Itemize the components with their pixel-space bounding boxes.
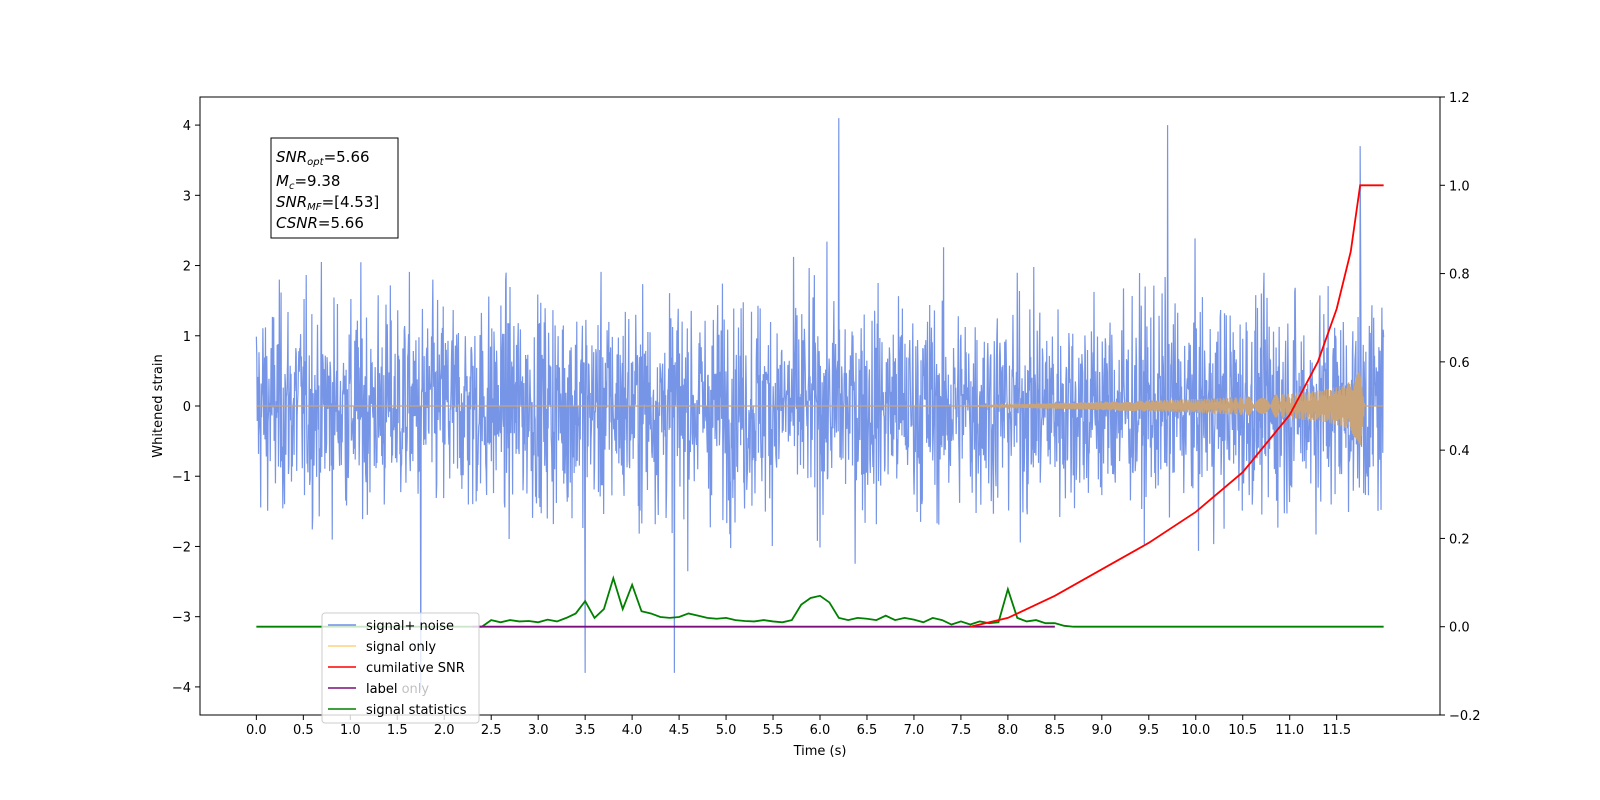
x-tick-label: 8.0 <box>998 723 1019 738</box>
x-tick-label: 3.0 <box>528 723 549 738</box>
x-tick-label: 10.0 <box>1181 723 1210 738</box>
stats-box: SNRopt=5.66 Mc=9.38 SNRMF=[4.53] CSNR=5.… <box>270 137 399 239</box>
legend-label-label-only: label only <box>366 682 429 697</box>
x-tick-label: 8.5 <box>1045 723 1066 738</box>
y-tick-label: −3 <box>172 611 191 626</box>
y-tick-label: 0 <box>183 400 191 415</box>
y-tick-label: 1 <box>183 330 191 345</box>
x-axis-label: Time (s) <box>793 744 847 759</box>
x-tick-label: 5.5 <box>763 723 784 738</box>
y-tick-label: 4 <box>183 119 191 134</box>
legend-label-signal-only: signal only <box>366 640 436 655</box>
x-tick-label: 10.5 <box>1228 723 1257 738</box>
legend: signal+ noise signal only cumilative SNR… <box>321 612 480 724</box>
x-tick-label: 1.5 <box>387 723 408 738</box>
legend-label-label: label <box>366 682 397 697</box>
y2-tick-label: 0.4 <box>1449 444 1470 459</box>
x-tick-label: 5.0 <box>716 723 737 738</box>
legend-label-signal-statistics: signal statistics <box>366 703 467 718</box>
stat-csnr: CSNR=5.66 <box>276 214 364 232</box>
x-tick-label: 1.0 <box>340 723 361 738</box>
y2-tick-label: −0.2 <box>1449 709 1481 724</box>
stat-snr-mf: SNRMF=[4.53] <box>276 193 379 213</box>
series-cumulative-snr <box>970 184 1384 628</box>
stat-snr-opt: SNRopt=5.66 <box>276 148 370 168</box>
y-axis-label: Whitened strain <box>151 354 166 457</box>
y-tick-label: 3 <box>183 189 191 204</box>
axes-layer: 0.0 0.5 1.0 1.5 2.0 2.5 3.0 3.5 4.0 4.5 5.0 5.5 6.0 6… <box>172 91 1481 738</box>
series-signal-only <box>256 371 1384 445</box>
y2-tick-label: 0.2 <box>1449 532 1470 547</box>
y-tick-label: −2 <box>172 540 191 555</box>
x-tick-label: 6.0 <box>810 723 831 738</box>
x-tick-label: 2.5 <box>481 723 502 738</box>
x-tick-label: 2.0 <box>434 723 455 738</box>
x-tick-label: 4.0 <box>622 723 643 738</box>
x-tick-label: 0.0 <box>246 723 267 738</box>
y-tick-label: −4 <box>172 681 191 696</box>
y2-tick-label: 0.6 <box>1449 356 1470 371</box>
legend-label-signal-noise: signal+ noise <box>366 619 454 634</box>
x-tick-label: 4.5 <box>669 723 690 738</box>
stat-mc: Mc=9.38 <box>276 172 340 192</box>
series-layer <box>255 118 1385 691</box>
x-tick-label: 7.5 <box>951 723 972 738</box>
y2-tick-label: 1.2 <box>1449 91 1470 106</box>
x-tick-label: 11.5 <box>1322 723 1351 738</box>
x-tick-label: 3.5 <box>575 723 596 738</box>
x-tick-label: 9.5 <box>1138 723 1159 738</box>
y2-tick-label: 1.0 <box>1449 179 1470 194</box>
y2-tick-label: 0.0 <box>1449 621 1470 636</box>
y-tick-label: 2 <box>183 260 191 275</box>
y2-tick-label: 0.8 <box>1449 268 1470 283</box>
x-tick-label: 9.0 <box>1091 723 1112 738</box>
y-tick-label: −1 <box>172 470 191 485</box>
x-tick-label: 7.0 <box>904 723 925 738</box>
x-tick-label: 6.5 <box>857 723 878 738</box>
legend-label-cumulative-snr: cumilative SNR <box>366 661 465 676</box>
x-tick-label: 11.0 <box>1275 723 1304 738</box>
x-tick-label: 0.5 <box>293 723 314 738</box>
series-signal-noise <box>255 118 1385 691</box>
